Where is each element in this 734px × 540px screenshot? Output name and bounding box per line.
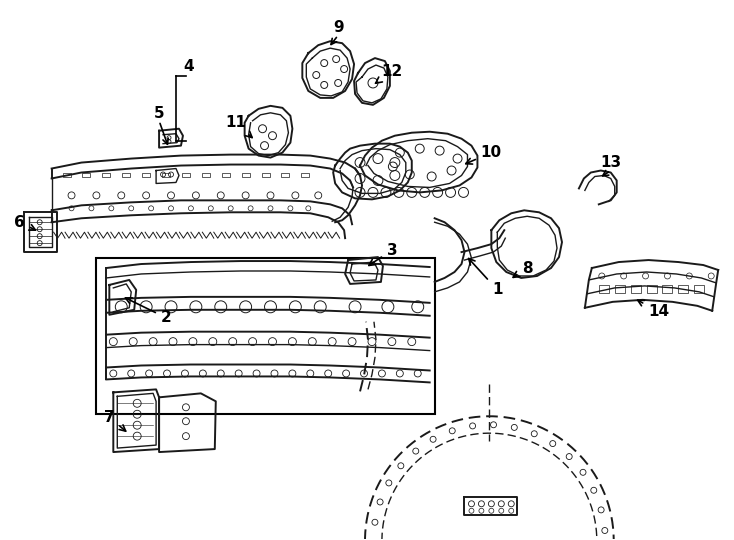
Bar bbox=[82, 172, 90, 178]
Bar bbox=[302, 172, 309, 178]
Text: 9: 9 bbox=[333, 20, 344, 35]
Text: 4: 4 bbox=[184, 58, 195, 73]
Text: 6: 6 bbox=[15, 215, 35, 230]
Bar bbox=[162, 172, 170, 178]
Bar bbox=[123, 172, 130, 178]
Text: 3: 3 bbox=[369, 242, 397, 266]
Text: 8: 8 bbox=[513, 260, 532, 278]
Text: 11: 11 bbox=[225, 115, 252, 138]
Bar bbox=[182, 172, 190, 178]
Bar bbox=[614, 285, 625, 293]
Text: 7: 7 bbox=[104, 410, 126, 431]
Bar bbox=[599, 285, 608, 293]
Bar bbox=[96, 258, 435, 414]
Bar bbox=[694, 285, 704, 293]
Bar bbox=[241, 172, 250, 178]
Bar bbox=[202, 172, 210, 178]
Bar bbox=[261, 172, 269, 178]
Bar bbox=[142, 172, 150, 178]
Bar bbox=[102, 172, 110, 178]
Text: 2: 2 bbox=[126, 298, 172, 325]
Text: 12: 12 bbox=[376, 64, 402, 83]
Bar bbox=[62, 172, 70, 178]
Text: 5: 5 bbox=[153, 106, 164, 122]
Bar bbox=[631, 285, 641, 293]
Bar bbox=[222, 172, 230, 178]
Bar bbox=[678, 285, 688, 293]
Text: 14: 14 bbox=[638, 300, 669, 319]
Bar bbox=[663, 285, 672, 293]
Text: 1: 1 bbox=[468, 259, 503, 298]
Bar bbox=[281, 172, 289, 178]
Text: 13: 13 bbox=[600, 155, 621, 170]
Text: 10: 10 bbox=[466, 145, 502, 164]
Bar bbox=[647, 285, 656, 293]
